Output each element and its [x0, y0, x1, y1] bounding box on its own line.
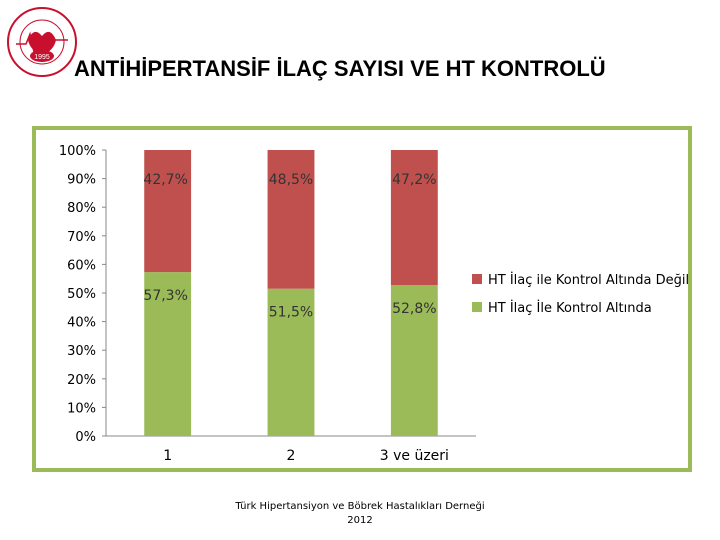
data-label: 52,8% [392, 301, 436, 317]
data-label: 57,3% [143, 288, 187, 304]
bar-segment-uncontrolled [267, 150, 315, 289]
page-title: ANTİHİPERTANSİF İLAÇ SAYISI VE HT KONTRO… [74, 56, 606, 81]
y-tick-label: 40% [67, 316, 96, 331]
y-tick-label: 70% [67, 230, 96, 245]
legend-swatch [472, 274, 482, 284]
legend-swatch [472, 302, 482, 312]
chart-frame: 0% 10% 20% 30% 40% 50% 60% 70% 80% 90% 100% 57,3% 42… [32, 126, 692, 472]
bar-segment-controlled [267, 288, 315, 436]
y-tick-label: 60% [67, 258, 96, 273]
stacked-bar-chart: 0% 10% 20% 30% 40% 50% 60% 70% 80% 90% 100% 57,3% 42… [59, 144, 688, 464]
data-label: 51,5% [269, 305, 313, 321]
y-tick-label: 100% [59, 144, 96, 159]
y-tick-label: 0% [75, 430, 96, 445]
legend-label: HT İlaç İle Kontrol Altında [488, 300, 652, 316]
y-tick-label: 30% [67, 344, 96, 359]
footer: Türk Hipertansiyon ve Böbrek Hastalıklar… [200, 500, 520, 528]
legend-label: HT İlaç ile Kontrol Altında Değil [488, 272, 688, 288]
bar-segment-controlled [144, 272, 192, 436]
bar-segment-controlled [390, 284, 438, 436]
x-tick-label: 2 [287, 448, 296, 464]
x-tick-label: 1 [163, 448, 172, 464]
data-label: 48,5% [269, 172, 313, 188]
x-tick-label: 3 ve üzeri [380, 448, 449, 464]
association-logo: 1995 [4, 4, 80, 80]
y-tick-label: 50% [67, 287, 96, 302]
bar-segment-uncontrolled [390, 150, 438, 285]
y-tick-label: 90% [67, 173, 96, 188]
y-tick-label: 10% [67, 401, 96, 416]
y-tick-label: 20% [67, 373, 96, 388]
data-label: 42,7% [143, 172, 187, 188]
footer-organization: Türk Hipertansiyon ve Böbrek Hastalıklar… [235, 501, 485, 512]
footer-year: 2012 [347, 515, 373, 526]
bar-segment-uncontrolled [144, 150, 192, 273]
data-label: 47,2% [392, 172, 436, 188]
y-tick-label: 80% [67, 201, 96, 216]
logo-year: 1995 [34, 54, 50, 61]
